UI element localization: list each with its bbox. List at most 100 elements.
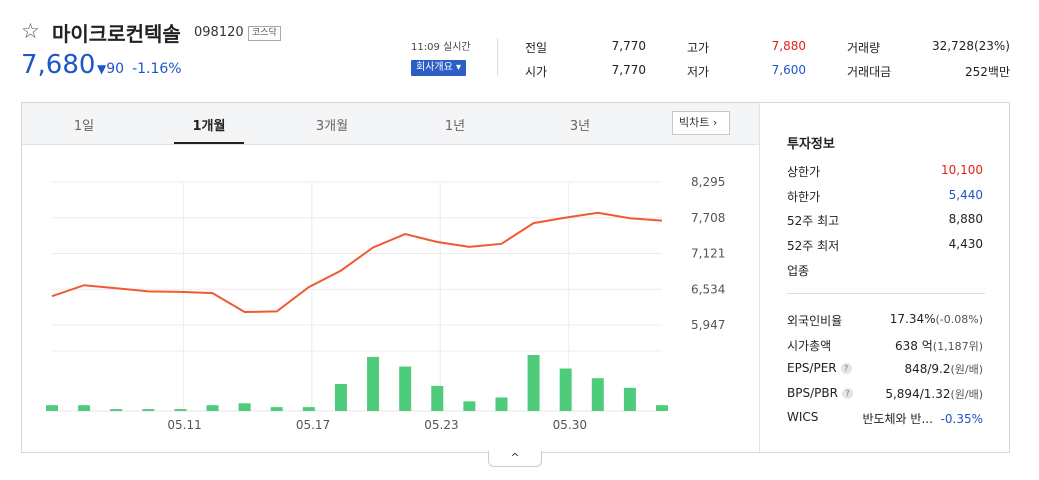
info-label-text: BPS/PBR	[787, 386, 838, 400]
info-divider	[787, 293, 985, 294]
quote-label: 고가	[687, 41, 710, 55]
help-icon[interactable]: ?	[840, 363, 852, 374]
info-value-sub: (원/배)	[950, 388, 983, 401]
info-label: 업종	[787, 264, 810, 278]
info-value: 5,440	[948, 188, 983, 202]
quote-value: 7,770	[611, 63, 646, 77]
wics-value: 반도체와 반... -0.35%	[862, 410, 983, 427]
tab-3[interactable]: 1년	[444, 119, 466, 134]
info-value: 848/9.2(원/배)	[904, 361, 983, 377]
info-value-main: 638 억	[895, 339, 933, 353]
y-tick-label: 7,121	[691, 247, 725, 261]
price-line	[51, 211, 663, 314]
quote-label: 저가	[687, 65, 710, 79]
volume-bar	[527, 355, 540, 411]
period-tabs: 1일 1개월 3개월 1년 3년 빅차트 ›	[22, 103, 759, 145]
info-value: 5,894/1.32(원/배)	[885, 386, 983, 402]
big-chart-label: 빅차트	[679, 116, 710, 129]
info-value-sub: (1,187위)	[932, 340, 983, 353]
info-label: 52주 최저	[787, 239, 840, 253]
chart-panel: 1일 1개월 3개월 1년 3년 빅차트 › 8,295 7,708 7,121 6,534 5…	[21, 102, 1010, 453]
wics-change: -0.35%	[940, 412, 983, 426]
quote-value: 7,770	[611, 39, 646, 53]
y-tick-label: 5,947	[691, 318, 725, 332]
favorite-star-icon[interactable]: ☆	[21, 19, 40, 43]
volume-bar	[206, 405, 219, 411]
quote-value: 7,880	[771, 39, 806, 53]
wics-sector[interactable]: 반도체와 반...	[862, 412, 933, 426]
volume-bar	[463, 401, 476, 411]
info-value-main: 5,894/1.32	[885, 387, 951, 401]
info-value: 17.34%(-0.08%)	[890, 312, 983, 326]
y-tick-label: 8,295	[691, 175, 725, 189]
stock-name: 마이크로컨텍솔	[52, 22, 181, 46]
change-percent: -1.16%	[132, 61, 182, 77]
volume-bar	[78, 405, 91, 411]
down-arrow-icon: ▼	[97, 62, 107, 76]
volume-bar	[110, 409, 123, 411]
volume-bar	[142, 409, 155, 411]
tab-4[interactable]: 3년	[569, 119, 591, 134]
tab-0[interactable]: 1일	[73, 119, 95, 134]
chevron-up-icon: ^	[510, 451, 520, 464]
info-label-text: EPS/PER	[787, 361, 837, 375]
volume-bar	[399, 366, 412, 411]
info-label: 52주 최고	[787, 214, 840, 228]
info-value-sub: (-0.08%)	[935, 313, 984, 326]
header-divider	[497, 38, 498, 76]
volume-bar	[174, 409, 187, 411]
quote-value: 7,600	[771, 63, 806, 77]
info-label-text: 외국인비율	[787, 314, 843, 328]
stock-code: 098120	[194, 25, 244, 40]
volume-bar	[656, 405, 668, 411]
volume-bar	[591, 378, 604, 411]
info-label: 외국인비율	[787, 312, 842, 329]
x-tick-label: 05.11	[167, 418, 201, 432]
price-chart: 8,295 7,708 7,121 6,534 5,947 05.11 05.17 05.23…	[46, 175, 725, 432]
quote-value: 32,728(23%)	[931, 39, 1010, 53]
y-tick-label: 7,708	[691, 211, 725, 225]
quote-label: 거래대금	[847, 65, 892, 79]
volume-bar	[559, 368, 572, 411]
tab-2[interactable]: 3개월	[315, 119, 349, 134]
quote-label: 시가	[525, 65, 548, 79]
current-price: 7,680	[21, 50, 96, 80]
change-amount: 90	[106, 61, 125, 77]
investment-info-title: 투자정보	[787, 137, 835, 152]
price-change: ▼90 -1.16%	[97, 61, 182, 77]
volume-bar	[270, 407, 283, 411]
info-value: 638 억(1,187위)	[895, 337, 983, 354]
x-tick-label: 05.30	[553, 418, 587, 432]
help-icon[interactable]: ?	[841, 388, 853, 399]
quote-label: 전일	[525, 41, 548, 55]
volume-bar	[334, 383, 347, 411]
chevron-right-icon: ›	[712, 116, 718, 129]
info-value: 4,430	[948, 237, 983, 251]
info-label: 상한가	[787, 165, 821, 179]
info-value: 10,100	[941, 163, 983, 177]
realtime-timestamp: 11:09 실시간	[411, 42, 471, 53]
stock-header: ☆ 마이크로컨텍솔 098120 코스닥 7,680 ▼90 -1.16% 11:…	[0, 0, 1039, 100]
info-label: 하한가	[787, 190, 821, 204]
collapse-button[interactable]: ^	[488, 451, 542, 467]
info-label: 시가총액	[787, 337, 831, 354]
market-badge: 코스닥	[248, 26, 281, 41]
info-label: BPS/PBR?	[787, 386, 853, 400]
tab-1[interactable]: 1개월	[192, 119, 226, 134]
quote-value: 252백만	[965, 65, 1010, 79]
y-tick-label: 6,534	[691, 282, 725, 296]
volume-bar	[431, 385, 444, 411]
big-chart-button[interactable]: 빅차트 ›	[672, 111, 730, 135]
volume-bar	[623, 387, 636, 411]
volume-bar	[495, 397, 508, 411]
info-value-main: 17.34%	[889, 312, 936, 326]
panel-divider	[759, 103, 760, 452]
company-overview-button[interactable]: 회사개요 ▾	[411, 60, 466, 76]
volume-bar	[238, 403, 251, 411]
x-tick-label: 05.17	[296, 418, 330, 432]
info-value-main: 848/9.2	[904, 362, 951, 376]
info-label: EPS/PER?	[787, 361, 852, 375]
quote-label: 거래량	[847, 41, 881, 55]
volume-bar	[302, 407, 315, 411]
active-tab-underline	[174, 142, 244, 144]
